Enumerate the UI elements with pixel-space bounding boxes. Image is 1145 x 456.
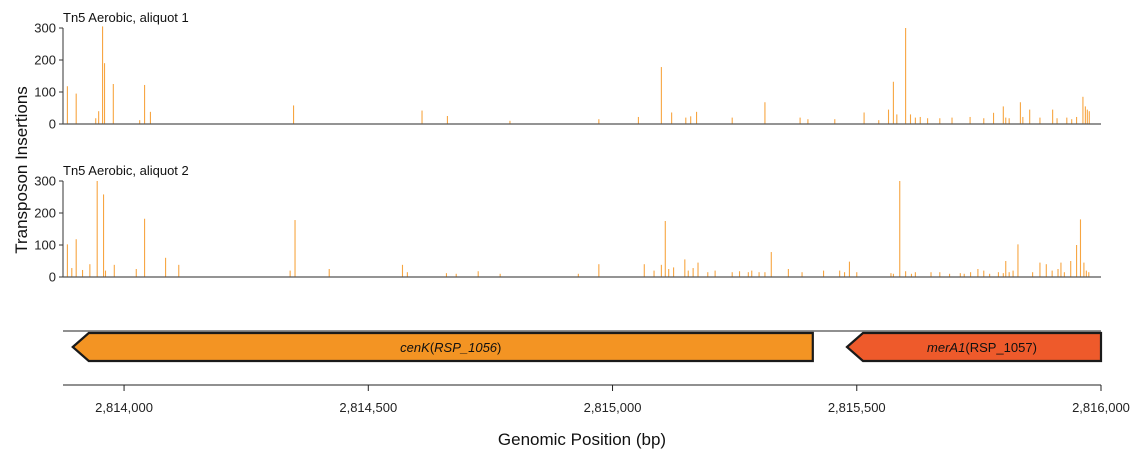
panel-2-bars	[66, 181, 1090, 277]
panel-1-y-tick-label: 300	[34, 21, 56, 36]
gene-track: cenK(RSP_1056) merA1(RSP_1057)	[63, 330, 1103, 363]
gene-label-merA1: merA1(RSP_1057)	[927, 340, 1037, 355]
x-tick-label: 2,814,000	[95, 400, 153, 415]
x-tick-label: 2,814,500	[339, 400, 397, 415]
panel-2-y-tick-label: 0	[49, 270, 56, 285]
gene-label-cenK: cenK(RSP_1056)	[400, 340, 501, 355]
panel-1-bars	[66, 26, 1090, 124]
x-tick-label: 2,815,500	[828, 400, 886, 415]
panel-2: Tn5 Aerobic, aliquot 2 0 100 200 300	[34, 163, 1101, 285]
x-axis: 2,814,000 2,814,500 2,815,000 2,815,500 2,81…	[63, 384, 1130, 449]
panel-2-title: Tn5 Aerobic, aliquot 2	[63, 163, 189, 178]
panel-1-y-axis: 0 100 200 300	[34, 21, 64, 132]
x-tick-label: 2,816,000	[1072, 400, 1130, 415]
panel-2-y-tick-label: 300	[34, 174, 56, 189]
panel-1: Tn5 Aerobic, aliquot 1 0 100 200 300	[34, 10, 1101, 132]
gene-arrow-cenK	[71, 331, 814, 363]
panel-1-y-tick-label: 100	[34, 85, 56, 100]
panel-2-y-tick-label: 100	[34, 238, 56, 253]
gene-arrow-merA1	[845, 331, 1103, 363]
panel-1-y-tick-label: 0	[49, 117, 56, 132]
y-axis-title: Transposon Insertions	[12, 86, 31, 254]
x-axis-title: Genomic Position (bp)	[498, 430, 666, 449]
panel-1-title: Tn5 Aerobic, aliquot 1	[63, 10, 189, 25]
panel-2-y-tick-label: 200	[34, 206, 56, 221]
panel-2-y-axis: 0 100 200 300	[34, 174, 64, 285]
x-tick-label: 2,815,000	[584, 400, 642, 415]
panel-1-y-tick-label: 200	[34, 53, 56, 68]
